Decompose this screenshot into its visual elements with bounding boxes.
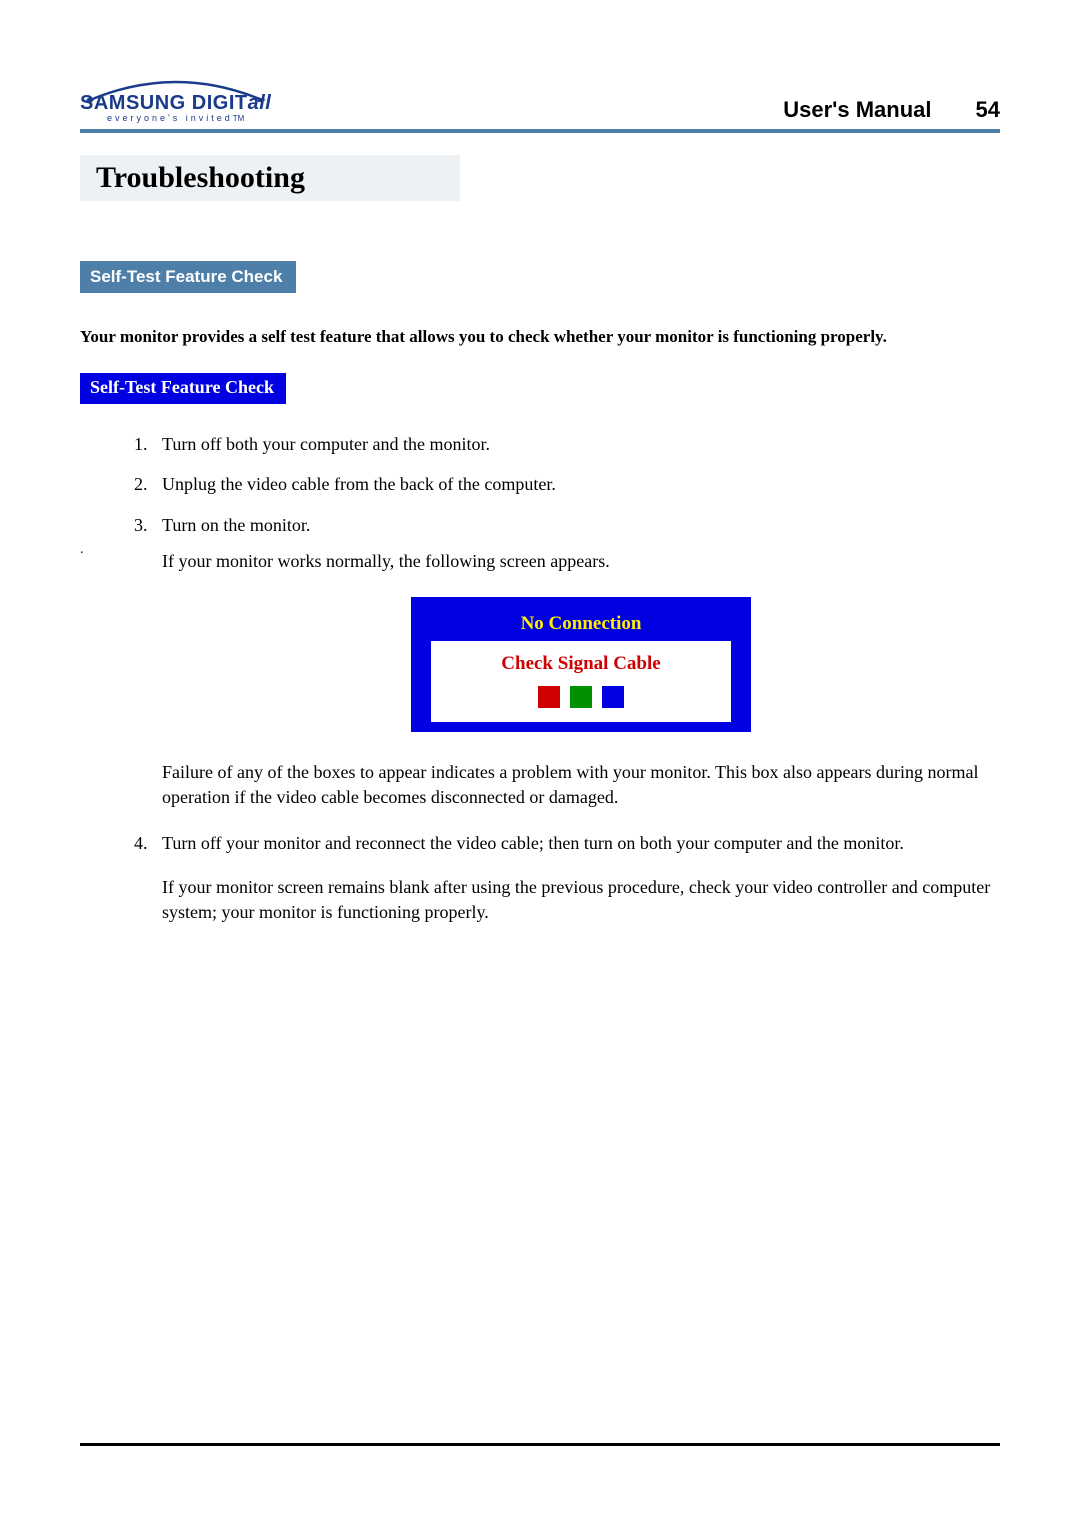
monitor-title: No Connection [431,611,731,637]
step-3-note: If your monitor works normally, the foll… [162,549,1000,573]
step-4: 4. Turn off your monitor and reconnect t… [134,831,1000,936]
step-3: 3. Turn on the monitor. . If your monito… [134,513,1000,831]
step-3-text: Turn on the monitor. [162,513,1000,537]
logo-tagline: everyone's invited [107,113,233,123]
subtab-selftest-label: Self-Test Feature Check [90,267,282,286]
monitor-figure: No Connection Check Signal Cable [411,597,751,732]
section-title: Troubleshooting [96,161,305,194]
step-2: 2. Unplug the video cable from the back … [134,472,1000,496]
step-4-text: Turn off your monitor and reconnect the … [162,831,1000,855]
red-box-icon [538,686,560,708]
steps-list: 1. Turn off both your computer and the m… [134,432,1000,936]
section-title-box: Troubleshooting [80,155,460,201]
step-3-body: Turn on the monitor. . If your monitor w… [162,513,1000,831]
monitor-frame: No Connection Check Signal Cable [411,597,751,732]
monitor-check: Check Signal Cable [435,651,727,677]
monitor-inner: Check Signal Cable [431,641,731,723]
subtab2-selftest: Self-Test Feature Check [80,373,286,404]
page: SAMSUNG DIGITall everyone's invitedTM Us… [0,0,1080,1528]
green-box-icon [570,686,592,708]
logo-tagline-row: everyone's invitedTM [107,113,244,123]
intro-text: Your monitor provides a self test featur… [80,327,1000,347]
footer-rule [80,1443,1000,1446]
step-3-num: 3. [134,513,162,831]
logo-tm: TM [233,114,245,123]
page-header: SAMSUNG DIGITall everyone's invitedTM Us… [80,80,1000,123]
stray-dot: . [80,541,84,560]
step-1-num: 1. [134,432,162,456]
step-1: 1. Turn off both your computer and the m… [134,432,1000,456]
step-1-text: Turn off both your computer and the moni… [162,432,1000,456]
subtab-selftest: Self-Test Feature Check [80,261,296,293]
step-2-num: 2. [134,472,162,496]
header-rule [80,129,1000,133]
blue-box-icon [602,686,624,708]
subtab2-selftest-label: Self-Test Feature Check [90,377,274,397]
manual-title: User's Manual [783,97,931,123]
logo-brand-plain: SAMSUNG DIGIT [80,92,248,114]
step-4-body: Turn off your monitor and reconnect the … [162,831,1000,936]
brand-logo: SAMSUNG DIGITall everyone's invitedTM [80,80,271,123]
step-4-note2: If your monitor screen remains blank aft… [162,875,1000,924]
step-4-num: 4. [134,831,162,936]
logo-brand-italic: all [248,92,272,114]
logo-brand: SAMSUNG DIGITall [80,92,271,115]
section-title-row: Troubleshooting [80,155,1000,201]
rgb-indicators [435,686,727,708]
manual-header: User's Manual 54 [783,97,1000,123]
page-number: 54 [976,97,1000,123]
step-2-text: Unplug the video cable from the back of … [162,472,1000,496]
step-3-after: Failure of any of the boxes to appear in… [162,760,1000,809]
